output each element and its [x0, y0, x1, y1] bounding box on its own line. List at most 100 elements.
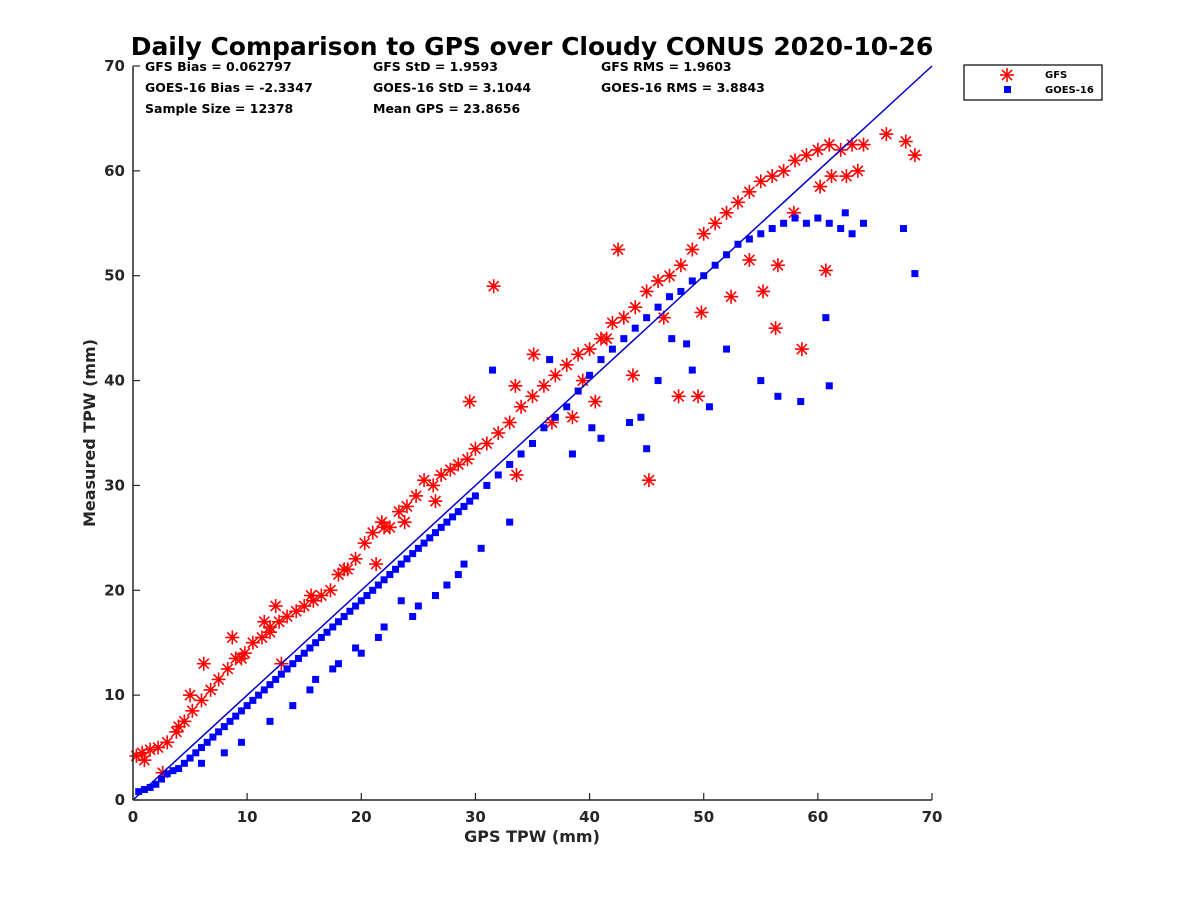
gfs-point [651, 273, 666, 288]
gfs-series [129, 127, 922, 780]
goes16-point [668, 335, 676, 343]
stat-goes16-rms: GOES-16 RMS = 3.8843 [601, 80, 765, 95]
goes16-point [745, 235, 753, 243]
gfs-point [818, 263, 833, 278]
goes16-point [249, 696, 257, 704]
goes16-point [186, 754, 194, 762]
gfs-point [160, 735, 175, 750]
stat-mean-gps: Mean GPS = 23.8656 [373, 101, 520, 116]
x-axis-label: GPS TPW (mm) [464, 827, 600, 846]
goes16-point [688, 366, 696, 374]
goes16-point [780, 219, 788, 227]
goes16-point [295, 654, 303, 662]
goes16-point [443, 581, 451, 589]
goes16-point [414, 602, 422, 610]
goes16-point [397, 597, 405, 605]
legend-goes16-marker [1004, 86, 1011, 93]
x-tick-label: 0 [128, 808, 138, 826]
y-tick-label: 40 [104, 372, 125, 390]
goes16-point [346, 607, 354, 615]
legend-gfs-marker [1000, 68, 1014, 82]
goes16-point [209, 733, 217, 741]
goes16-point [626, 419, 634, 427]
y-tick-label: 10 [104, 686, 125, 704]
goes16-point [409, 550, 417, 558]
gfs-point [850, 163, 865, 178]
goes16-point [363, 592, 371, 600]
goes16-point [386, 571, 394, 579]
goes16-point [837, 225, 845, 233]
gfs-point [548, 368, 563, 383]
x-tick-label: 30 [465, 808, 486, 826]
goes16-point [374, 633, 382, 641]
x-tick-label: 70 [922, 808, 943, 826]
goes16-point [135, 788, 143, 796]
gfs-point [460, 452, 475, 467]
gfs-point [824, 169, 839, 184]
gfs-point [742, 184, 757, 199]
gfs-point [365, 525, 380, 540]
gfs-point [694, 305, 709, 320]
goes16-point [477, 544, 485, 552]
gfs-point [211, 672, 226, 687]
gfs-point [391, 504, 406, 519]
y-tick-label: 30 [104, 476, 125, 494]
gfs-point [337, 562, 352, 577]
gfs-point [696, 226, 711, 241]
gfs-point [839, 169, 854, 184]
x-tick-label: 40 [579, 808, 600, 826]
goes16-point [643, 445, 651, 453]
gfs-point [768, 321, 783, 336]
gfs-point [719, 205, 734, 220]
goes16-point [323, 628, 331, 636]
goes16-point [334, 618, 342, 626]
goes16-point [597, 434, 605, 442]
gfs-point [203, 682, 218, 697]
gfs-point [377, 520, 392, 535]
goes16-point [420, 539, 428, 547]
gfs-point [559, 357, 574, 372]
gfs-point [724, 289, 739, 304]
goes16-point [226, 717, 234, 725]
goes16-point [237, 707, 245, 715]
goes16-point [158, 775, 166, 783]
goes16-point [494, 471, 502, 479]
gfs-point [196, 656, 211, 671]
goes16-point [631, 324, 639, 332]
goes16-point [546, 356, 554, 364]
stat-gfs-std: GFS StD = 1.9593 [373, 59, 498, 74]
gfs-point [525, 389, 540, 404]
goes16-point [563, 403, 571, 411]
gfs-point [443, 462, 458, 477]
goes16-point [431, 529, 439, 537]
gfs-point [509, 467, 524, 482]
gfs-point [357, 536, 372, 551]
goes16-point [175, 765, 183, 773]
goes16-point [529, 439, 536, 447]
y-tick-label: 70 [104, 57, 125, 75]
goes16-point [802, 219, 810, 227]
goes16-point [841, 209, 849, 217]
goes16-point [163, 770, 171, 778]
gfs-point [508, 378, 523, 393]
goes16-point [192, 749, 200, 757]
gfs-point [514, 399, 529, 414]
gfs-point [323, 583, 338, 598]
gfs-point [691, 389, 706, 404]
gfs-point [369, 557, 384, 572]
legend: GFS GOES-16 [963, 64, 1103, 101]
goes16-point [180, 759, 188, 767]
goes16-point [255, 691, 263, 699]
goes16-point [540, 424, 548, 432]
goes16-point [197, 744, 205, 752]
goes16-point [825, 219, 833, 227]
gfs-point [143, 742, 158, 757]
gfs-point [220, 661, 235, 676]
goes16-point [403, 555, 411, 563]
gfs-point [765, 169, 780, 184]
gfs-point [468, 441, 483, 456]
legend-goes16-label: GOES-16 [1045, 85, 1094, 96]
goes16-point [588, 424, 596, 432]
goes16-point [220, 749, 228, 757]
stat-annotations: GFS Bias = 0.062797 GFS StD = 1.9593 GFS… [145, 59, 765, 116]
